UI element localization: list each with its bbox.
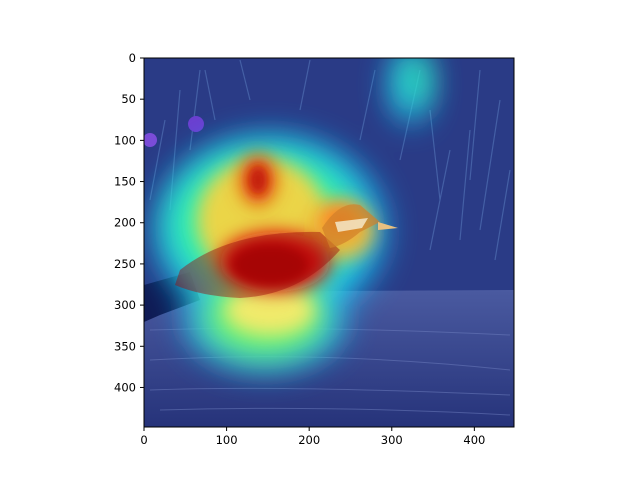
bird-face-stripe	[335, 218, 368, 232]
x-tick-label: 200	[298, 433, 320, 447]
bird-body	[175, 231, 340, 298]
y-tick-label: 100	[114, 133, 136, 147]
bird-beak	[378, 222, 398, 230]
y-tick-label: 50	[121, 92, 136, 106]
x-tick-label: 0	[140, 433, 147, 447]
y-tick-label: 250	[114, 257, 136, 271]
axes-frame	[143, 57, 515, 428]
y-axis-ticks: 0 50 100 150 200 250 300 350 400	[114, 51, 144, 394]
x-tick-label: 100	[216, 433, 238, 447]
flower-left	[144, 133, 157, 147]
y-tick-label: 150	[114, 175, 136, 189]
y-tick-label: 300	[114, 298, 136, 312]
y-tick-label: 0	[129, 51, 136, 65]
y-tick-label: 200	[114, 216, 136, 230]
y-tick-label: 350	[114, 339, 136, 353]
flower-top	[188, 116, 204, 132]
grass-strokes	[149, 59, 511, 261]
y-tick-label: 400	[114, 380, 136, 394]
x-tick-label: 400	[463, 433, 485, 447]
image-area	[144, 58, 514, 427]
heat-core-layer	[232, 166, 308, 285]
x-tick-label: 300	[381, 433, 403, 447]
x-axis-ticks: 0 100 200 300 400	[140, 427, 485, 447]
